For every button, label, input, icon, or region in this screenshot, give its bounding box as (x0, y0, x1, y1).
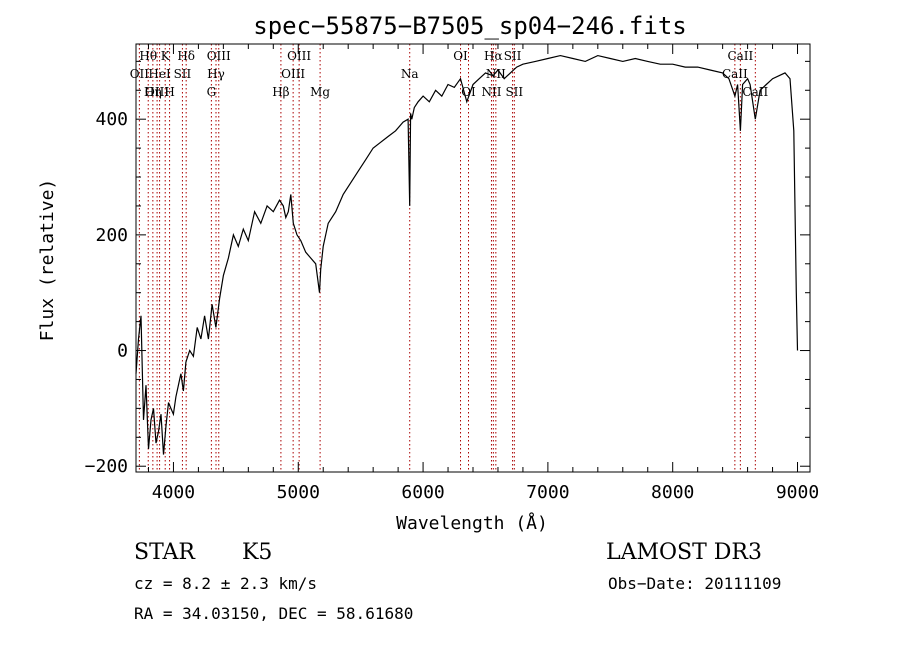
x-tick-label: 6000 (401, 482, 444, 503)
line-label: G (207, 85, 217, 99)
line-label: OIII (207, 49, 231, 63)
line-label: Hγ (207, 67, 225, 81)
line-label: Hδ (177, 49, 195, 63)
line-label: K (161, 49, 171, 63)
line-label: H (164, 85, 174, 99)
line-label: CaII (722, 67, 748, 81)
x-axis-label: Wavelength (Å) (396, 512, 548, 534)
line-label: OIII (145, 85, 169, 99)
line-label: OII (130, 67, 150, 81)
object-class: STAR (134, 540, 195, 565)
line-label: CaII (727, 49, 753, 63)
line-label: OIII (287, 49, 311, 63)
line-label: SII (504, 49, 522, 63)
object-subclass: K5 (242, 540, 273, 565)
line-label: HeI (148, 67, 171, 81)
x-tick-label: 8000 (651, 482, 694, 503)
y-axis-label: Flux (relative) (37, 179, 58, 342)
x-tick-label: 9000 (776, 482, 819, 503)
line-label: CaII (742, 85, 768, 99)
y-tick-label: −200 (85, 456, 128, 477)
y-axis: −200 0 200 400 (85, 60, 810, 477)
survey-name: LAMOST DR3 (606, 540, 762, 565)
line-label: Hα (484, 49, 503, 63)
line-label: Hβ (272, 85, 289, 99)
spectrum-line (135, 54, 799, 455)
line-label: SII (174, 67, 192, 81)
line-label: NII (481, 85, 501, 99)
x-tick-label: 7000 (526, 482, 569, 503)
line-label: Na (401, 67, 419, 81)
x-axis: 4000 5000 6000 7000 8000 9000 (147, 44, 819, 503)
y-tick-label: 0 (117, 341, 128, 362)
line-label: SII (505, 85, 523, 99)
line-markers (138, 44, 756, 472)
obs-date: Obs−Date: 20111109 (608, 574, 782, 593)
line-label: OIII (281, 67, 305, 81)
line-label: Mg (310, 85, 330, 99)
line-label: OI (453, 49, 468, 63)
line-label: NII (486, 67, 506, 81)
x-tick-label: 5000 (277, 482, 320, 503)
plot-frame (135, 43, 811, 473)
chart-title: spec−55875−B7505_sp04−246.fits (253, 12, 686, 40)
y-tick-label: 400 (95, 109, 128, 130)
line-label: Hθ (139, 49, 157, 63)
redshift-info: cz = 8.2 ± 2.3 km/s (134, 574, 318, 593)
y-tick-label: 200 (95, 225, 128, 246)
line-label: Hη (144, 85, 162, 99)
x-tick-label: 4000 (152, 482, 195, 503)
coordinates: RA = 34.03150, DEC = 58.61680 (134, 604, 414, 623)
